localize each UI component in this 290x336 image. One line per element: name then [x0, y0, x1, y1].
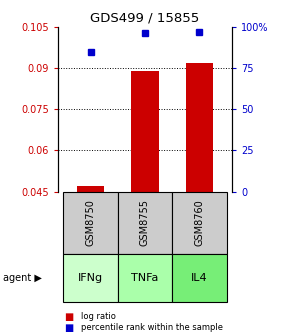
- Text: GDS499 / 15855: GDS499 / 15855: [90, 12, 200, 25]
- Text: IFNg: IFNg: [78, 273, 103, 283]
- FancyBboxPatch shape: [118, 254, 172, 302]
- FancyBboxPatch shape: [64, 254, 118, 302]
- FancyBboxPatch shape: [64, 192, 118, 254]
- FancyBboxPatch shape: [172, 254, 226, 302]
- Text: ■: ■: [64, 323, 73, 333]
- Text: GSM8760: GSM8760: [194, 199, 204, 246]
- Text: percentile rank within the sample: percentile rank within the sample: [81, 323, 223, 332]
- Bar: [186, 62, 213, 192]
- FancyBboxPatch shape: [172, 192, 226, 254]
- Text: ■: ■: [64, 311, 73, 322]
- Text: TNFa: TNFa: [131, 273, 159, 283]
- Bar: [77, 186, 104, 192]
- Text: agent ▶: agent ▶: [3, 273, 42, 283]
- Text: GSM8750: GSM8750: [86, 199, 96, 246]
- FancyBboxPatch shape: [118, 192, 172, 254]
- Bar: [131, 71, 159, 192]
- Text: log ratio: log ratio: [81, 312, 116, 321]
- Text: GSM8755: GSM8755: [140, 199, 150, 246]
- Text: IL4: IL4: [191, 273, 208, 283]
